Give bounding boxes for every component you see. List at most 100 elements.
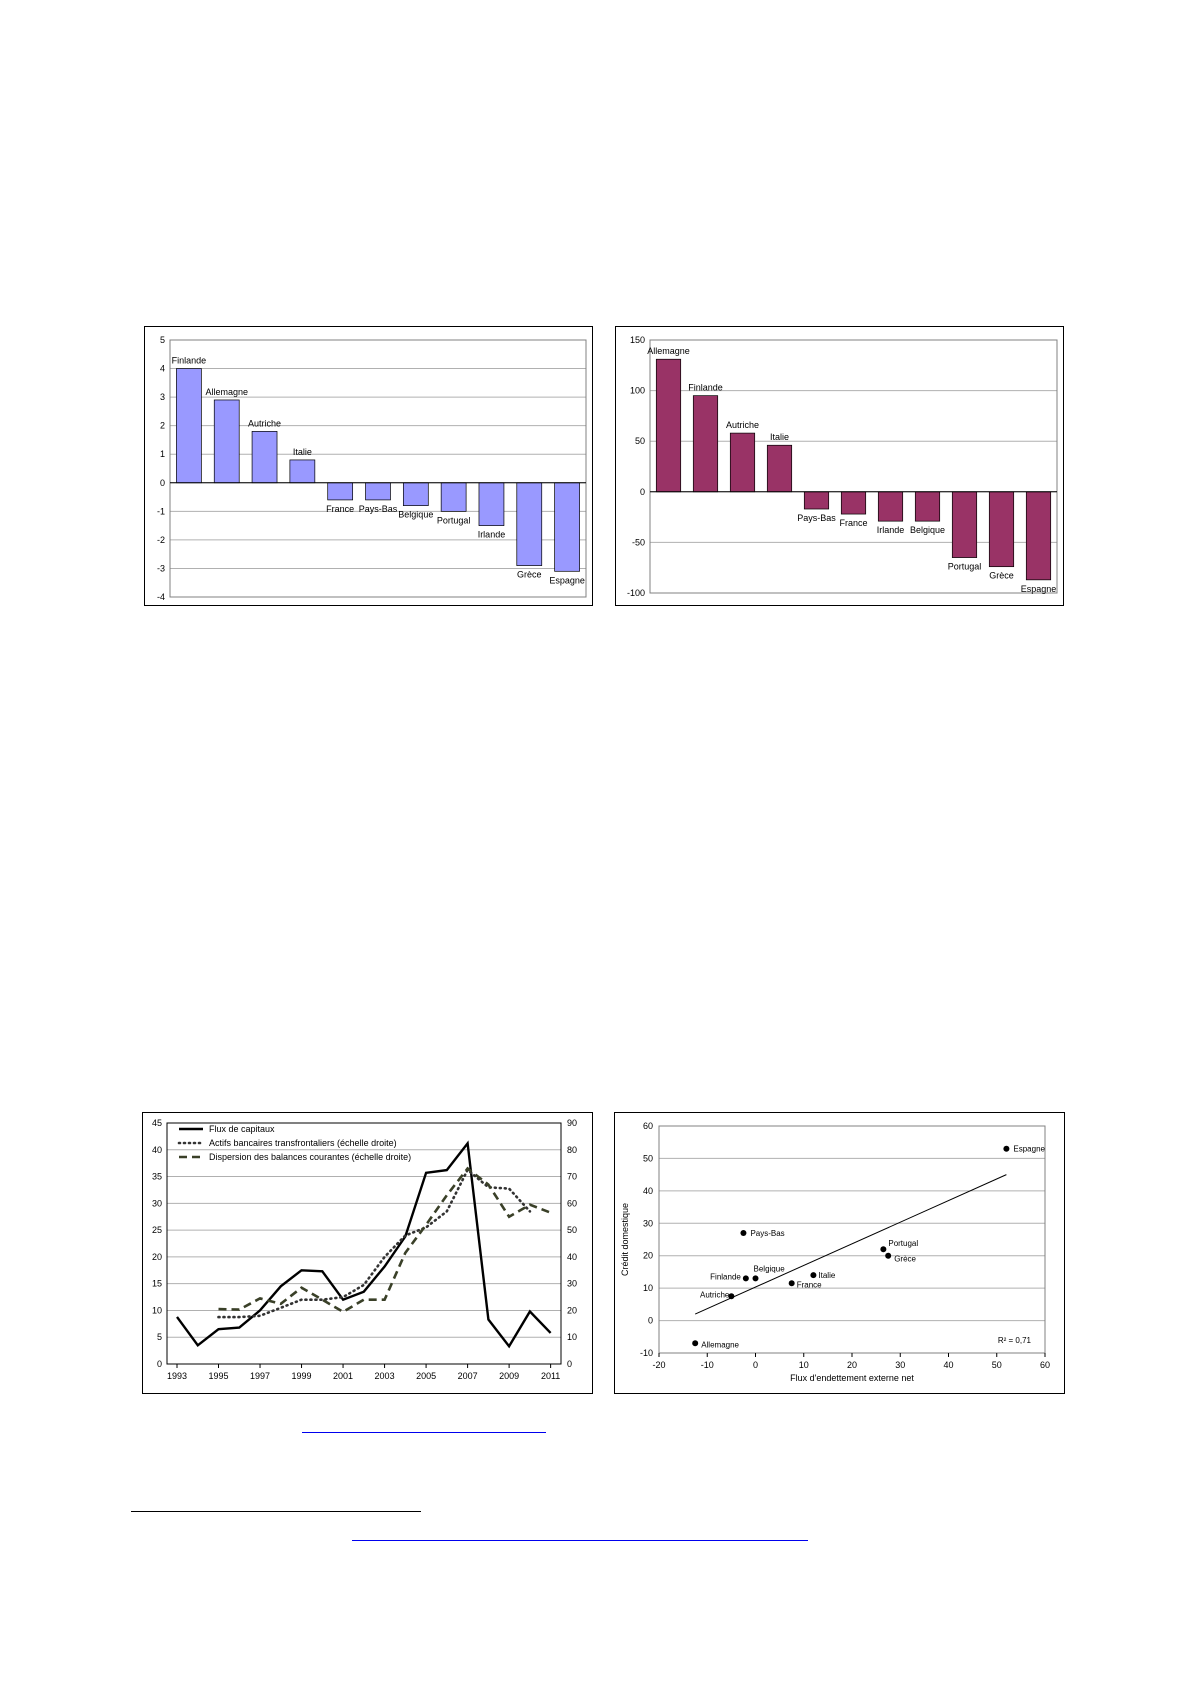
x-tick-label: 0 <box>753 1360 758 1370</box>
scatter-point <box>1003 1145 1010 1152</box>
bar <box>951 491 978 558</box>
y-tick-label: 150 <box>630 335 645 345</box>
plot-area <box>169 339 587 598</box>
x-tick-label: 1995 <box>208 1371 228 1381</box>
point-label: Belgique <box>754 1264 786 1273</box>
y-tick-label: -10 <box>640 1348 653 1358</box>
y-left-tick-label: 10 <box>152 1305 162 1315</box>
bar <box>988 491 1015 568</box>
legend-label: Flux de capitaux <box>209 1124 275 1134</box>
point-label: Allemagne <box>701 1340 739 1349</box>
y-tick-label: 5 <box>160 335 165 345</box>
y-right-tick-label: 40 <box>567 1252 577 1262</box>
point-label: Espagne <box>1013 1145 1045 1154</box>
bar-label: Belgique <box>398 510 433 520</box>
y-left-tick-label: 45 <box>152 1118 162 1128</box>
y-tick-label: 4 <box>160 364 165 374</box>
line-chart: 45 40 35 30 25 20 15 10 5 0 90 80 70 60 50 40 30 20 10 0 199… <box>142 1112 593 1394</box>
bar-label: Pays-Bas <box>797 513 836 523</box>
y-right-tick-label: 80 <box>567 1145 577 1155</box>
x-tick-label: 2001 <box>333 1371 353 1381</box>
bar-label: Pays-Bas <box>359 504 398 514</box>
bar <box>692 395 719 493</box>
y-tick-label: 3 <box>160 392 165 402</box>
y-left-tick-label: 35 <box>152 1172 162 1182</box>
scatter-chart-svg: 60 50 40 30 20 10 0 -10 -20 -10 0 10 20 30 40 50 60 Flux … <box>620 1121 1050 1383</box>
y-right-tick-label: 70 <box>567 1172 577 1182</box>
y-tick-label: -1 <box>157 506 165 516</box>
bar <box>365 482 391 501</box>
bar-chart-right-svg: 150 100 50 0 -50 -100 Allemagne Finlande Autrich… <box>627 335 1058 598</box>
legend-label: Dispersion des balances courantes (échel… <box>209 1152 411 1162</box>
bar-label: France <box>326 504 354 514</box>
scatter-chart: 60 50 40 30 20 10 0 -10 -20 -10 0 10 20 30 40 50 60 Flux … <box>614 1112 1065 1394</box>
x-tick-label: 1997 <box>250 1371 270 1381</box>
y-left-tick-label: 25 <box>152 1225 162 1235</box>
x-tick-label: 2009 <box>499 1371 519 1381</box>
bar <box>213 399 240 484</box>
y-tick-label: -3 <box>157 563 165 573</box>
hyperlink-underline[interactable] <box>302 1432 546 1433</box>
bar-label: Allemagne <box>647 346 690 356</box>
line-chart-svg: 4540353025201510509080706050403020100199… <box>152 1118 577 1381</box>
x-tick-label: 60 <box>1040 1360 1050 1370</box>
bar <box>803 491 830 510</box>
plot-area <box>658 1125 1046 1354</box>
bar-chart-left: 5 4 3 2 1 0 -1 -2 -3 -4 Finlande Allemagne Autriche I… <box>144 326 593 606</box>
x-tick-label: 30 <box>895 1360 905 1370</box>
scatter-point <box>740 1230 747 1237</box>
bar-label: Grèce <box>989 571 1014 581</box>
y-left-tick-label: 40 <box>152 1145 162 1155</box>
y-left-tick-label: 30 <box>152 1198 162 1208</box>
bar <box>877 491 904 522</box>
bar <box>176 368 202 484</box>
bar <box>289 459 316 484</box>
x-axis-title: Flux d'endettement externe net <box>790 1373 914 1383</box>
x-tick-label: 2007 <box>458 1371 478 1381</box>
y-tick-label: -100 <box>627 588 645 598</box>
point-label: Autriche <box>700 1290 730 1299</box>
footnote-hyperlink-underline[interactable] <box>352 1540 808 1541</box>
trendline <box>694 1174 1007 1315</box>
y-right-tick-label: 30 <box>567 1279 577 1289</box>
bar-chart-left-svg: 5 4 3 2 1 0 -1 -2 -3 -4 Finlande Allemagne Autriche I… <box>157 335 587 602</box>
bar-label: France <box>839 518 867 528</box>
scatter-point <box>788 1280 795 1287</box>
bar <box>402 482 429 506</box>
y-left-tick-label: 15 <box>152 1279 162 1289</box>
scatter-point <box>728 1293 735 1300</box>
y-tick-label: -50 <box>632 537 645 547</box>
scatter-point <box>885 1252 892 1259</box>
x-tick-label: 50 <box>992 1360 1002 1370</box>
y-right-tick-label: 50 <box>567 1225 577 1235</box>
scatter-point <box>742 1275 749 1282</box>
bar-label: Finlande <box>172 356 207 366</box>
bar-label: Espagne <box>1021 584 1057 594</box>
x-tick-label: 2003 <box>375 1371 395 1381</box>
bar <box>516 482 543 566</box>
bar-label: Allemagne <box>205 387 248 397</box>
x-tick-label: 1993 <box>167 1371 187 1381</box>
bar-label: Autriche <box>248 418 281 428</box>
x-tick-label: 20 <box>847 1360 857 1370</box>
x-tick-label: 1999 <box>292 1371 312 1381</box>
y-right-tick-label: 90 <box>567 1118 577 1128</box>
scatter-point <box>752 1275 759 1282</box>
scatter-point <box>880 1246 887 1253</box>
point-label: France <box>797 1280 822 1289</box>
plot-area <box>649 339 1058 594</box>
bar-label: Finlande <box>688 383 723 393</box>
x-tick-label: 10 <box>799 1360 809 1370</box>
bar-label: Italie <box>293 447 312 457</box>
y-right-tick-label: 0 <box>567 1359 572 1369</box>
r-squared-label: R² = 0,71 <box>998 1336 1032 1345</box>
point-label: Italie <box>818 1271 835 1280</box>
bar <box>655 358 682 493</box>
x-tick-label: 40 <box>943 1360 953 1370</box>
bar <box>729 432 756 493</box>
bar <box>766 444 793 493</box>
y-tick-label: 50 <box>635 436 645 446</box>
bar-label: Italie <box>770 432 789 442</box>
y-tick-label: -4 <box>157 592 165 602</box>
y-axis-title: Crédit domestique <box>620 1203 630 1276</box>
